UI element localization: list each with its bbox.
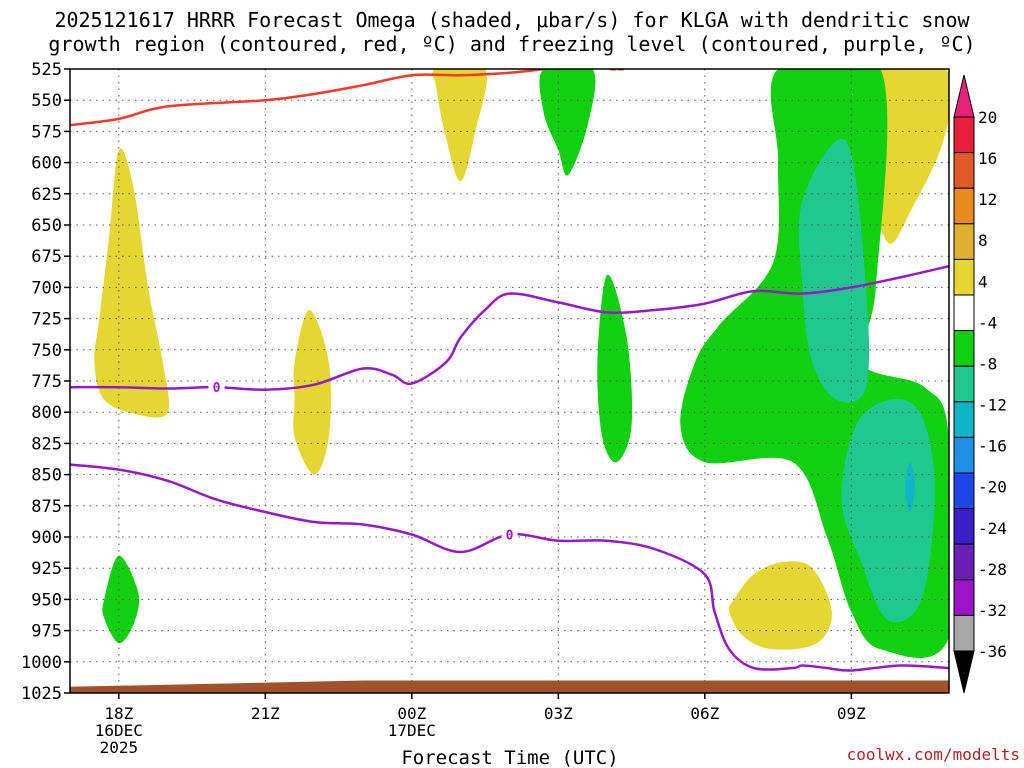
pressure-axis: 525 550 575 600 625 650 675 700 725 750 775 800 825 8… [21, 60, 70, 704]
credit-text: coolwx.com/modelts [847, 745, 1020, 764]
x-tick-label-0-0: 18Z [104, 704, 133, 723]
y-tick-label-725: 725 [31, 310, 62, 330]
colorbar-swatch-10 [953, 472, 975, 510]
colorbar-label-13: -36 [978, 642, 1007, 661]
y-tick-label-775: 775 [31, 372, 62, 392]
colorbar-swatch-9 [953, 436, 975, 474]
y-tick-label-925: 925 [31, 559, 62, 579]
freezing-level-contour-0-label: 0 [213, 381, 221, 396]
colorbar-label-0: 20 [978, 108, 997, 127]
chart-title-line-1: 2025121617 HRRR Forecast Omega (shaded, … [54, 8, 970, 32]
dendritic-12c-contour [70, 69, 559, 127]
omega-region-8 [597, 274, 633, 463]
y-tick-label-575: 575 [31, 122, 62, 142]
freezing-level-contour-1-label: 0 [506, 529, 514, 544]
colorbar-label-8: -16 [978, 437, 1007, 456]
colorbar-top-arrow [953, 74, 975, 118]
x-tick-label-12-0: 06Z [690, 704, 719, 723]
colorbar-swatch-13 [953, 579, 975, 616]
colorbar: 20 16 12 8 4 -4 -8 -12 -16 -20 -24 -28 -32 -36 [953, 74, 1007, 694]
omega-region-2 [293, 309, 331, 475]
freezing-level-contour-0-label-bg [208, 379, 225, 396]
colorbar-label-4: 4 [978, 272, 988, 291]
y-tick-label-625: 625 [31, 185, 62, 205]
colorbar-label-9: -20 [978, 478, 1007, 497]
colorbar-label-2: 12 [978, 190, 997, 209]
colorbar-swatch-4 [953, 258, 975, 296]
omega-region-11 [841, 398, 935, 623]
y-tick-label-675: 675 [31, 247, 62, 267]
colorbar-label-3: 8 [978, 231, 988, 250]
colorbar-label-5: -4 [978, 313, 997, 332]
colorbar-swatch-2 [953, 187, 975, 225]
y-tick-label-750: 750 [31, 341, 62, 361]
omega-region-6 [102, 555, 140, 644]
colorbar-label-10: -24 [978, 519, 1007, 538]
y-tick-label-1000: 1000 [21, 653, 62, 673]
chart-title: 2025121617 HRRR Forecast Omega (shaded, … [0, 8, 1024, 56]
colorbar-swatch-12 [953, 543, 975, 581]
colorbar-label-11: -28 [978, 560, 1007, 579]
colorbar-swatch-5 [953, 294, 975, 332]
x-tick-label-15-0: 09Z [837, 704, 866, 723]
colorbar-label-12: -32 [978, 601, 1007, 620]
x-tick-label-6-0: 00Z [397, 704, 426, 723]
omega-region-12 [905, 462, 915, 512]
omega-shading [70, 69, 949, 693]
freezing-level-contour-0 [70, 264, 949, 391]
colorbar-swatch-7 [953, 365, 975, 403]
chart-title-line-2: growth region (contoured, red, ºC) and f… [48, 32, 976, 56]
y-tick-label-1025: 1025 [21, 684, 62, 704]
colorbar-swatch-8 [953, 401, 975, 438]
colorbar-swatch-3 [953, 223, 975, 260]
y-tick-label-825: 825 [31, 434, 62, 454]
colorbar-label-7: -12 [978, 396, 1007, 415]
colorbar-swatch-0 [953, 116, 975, 154]
dendritic-12c-contour-label-bg [608, 69, 625, 74]
x-tick-label-3-0: 21Z [251, 704, 280, 723]
y-tick-label-550: 550 [31, 91, 62, 111]
colorbar-label-6: -8 [978, 354, 997, 373]
x-tick-label-0-1: 16DEC [95, 721, 143, 740]
omega-region-7 [539, 69, 596, 176]
omega-region-1 [94, 148, 170, 418]
colorbar-swatch-6 [953, 330, 975, 367]
omega-region-5 [728, 561, 832, 650]
y-tick-label-975: 975 [31, 622, 62, 642]
colorbar-label-1: 16 [978, 149, 997, 168]
omega-region-3 [432, 69, 487, 182]
y-tick-label-600: 600 [31, 154, 62, 174]
y-tick-label-700: 700 [31, 278, 62, 298]
dendritic-12c-contour-label: 12 [609, 60, 625, 75]
colorbar-swatch-1 [953, 152, 975, 189]
terrain-fill [70, 680, 949, 693]
y-tick-label-950: 950 [31, 590, 62, 610]
x-tick-label-0-2: 2025 [100, 738, 139, 757]
colorbar-swatch-11 [953, 508, 975, 545]
y-tick-label-800: 800 [31, 403, 62, 423]
y-tick-label-900: 900 [31, 528, 62, 548]
colorbar-bottom-arrow [953, 650, 975, 694]
colorbar-swatch-14 [953, 614, 975, 652]
x-tick-label-6-1: 17DEC [388, 721, 436, 740]
freezing-level-contour-1-label-bg [501, 526, 518, 543]
grid-lines [70, 69, 949, 693]
y-tick-label-650: 650 [31, 216, 62, 236]
freezing-level-contour-1 [70, 463, 949, 672]
contour-lines: 12 0 0 [70, 60, 949, 672]
y-tick-label-875: 875 [31, 497, 62, 517]
y-tick-label-525: 525 [31, 60, 62, 80]
y-tick-label-850: 850 [31, 466, 62, 486]
x-axis-label: Forecast Time (UTC) [401, 747, 618, 768]
x-tick-label-9-0: 03Z [544, 704, 573, 723]
